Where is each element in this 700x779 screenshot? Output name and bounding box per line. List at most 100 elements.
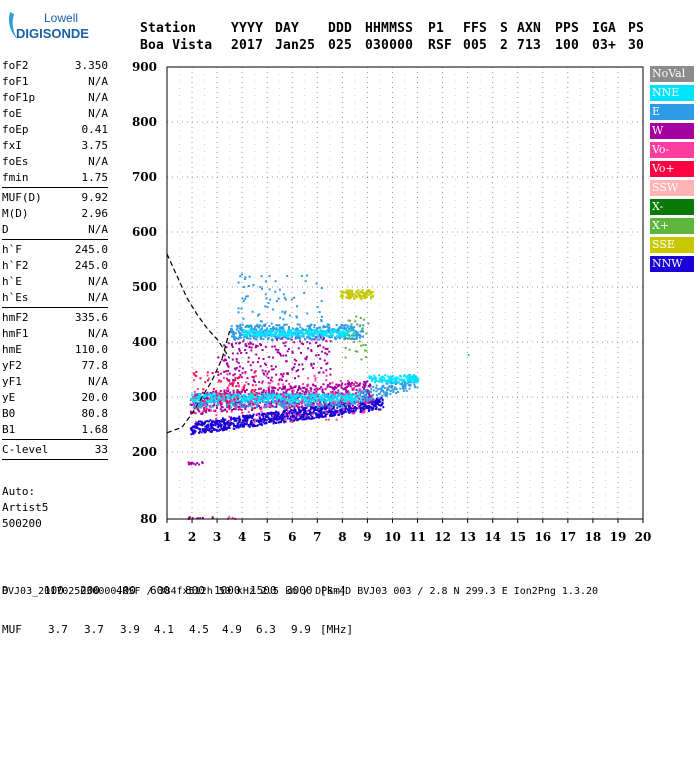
scatter-point-nne [386, 379, 389, 382]
scatter-point-w [284, 387, 286, 390]
header-label: DAY [275, 21, 300, 36]
param-label: B1 [2, 423, 16, 436]
scatter-point-w [313, 338, 316, 341]
scatter-point-nnw [252, 425, 255, 427]
scatter-point-e [276, 324, 279, 327]
scatter-point-e [362, 324, 365, 327]
scatter-point-nne [294, 334, 297, 337]
scatter-point-nnw [281, 415, 284, 418]
scatter-point-nnw [252, 419, 255, 421]
scatter-point-e [278, 329, 281, 332]
scatter-point-nne [369, 375, 372, 378]
scatter-point-w [217, 356, 220, 359]
scatter-point-e [327, 335, 330, 338]
scatter-point-e [234, 332, 237, 335]
scatter-point-e [350, 323, 353, 326]
muf-row-label: MUF [2, 623, 22, 636]
scatter-point-nnw [368, 409, 371, 412]
scatter-point-nne [277, 397, 280, 400]
scatter-point-nnw [378, 401, 381, 403]
scatter-point-nne [276, 398, 279, 401]
param-value: N/A [88, 275, 108, 288]
scatter-point-nne [271, 399, 274, 401]
scatter-point-e [200, 400, 202, 403]
scatter-point-nnw [265, 415, 267, 418]
scatter-point-nne [256, 334, 258, 337]
scatter-point-w [190, 404, 193, 406]
scatter-point-e [302, 335, 305, 338]
scatter-point-vo-minus [265, 375, 268, 378]
scatter-point-x-plus [361, 327, 364, 330]
scatter-point-e [252, 284, 255, 287]
scatter-point-w [203, 408, 206, 411]
scatter-point-nnw [307, 409, 310, 412]
scatter-point-w [282, 399, 285, 402]
scatter-point-nne [388, 381, 391, 384]
scatter-point-w [260, 344, 262, 346]
scatter-point-e [278, 288, 281, 291]
scatter-point-e [259, 328, 262, 331]
scatter-point-e [261, 287, 263, 290]
param-row: h`Es N/A [2, 290, 108, 306]
scatter-point-e [309, 393, 312, 396]
scatter-point-vo-plus [228, 380, 231, 383]
scatter-point-vo-minus [259, 415, 261, 417]
scatter-point-nne [193, 397, 196, 400]
scatter-point-nne [315, 329, 318, 332]
scatter-point-e [271, 330, 274, 333]
scatter-point-e [260, 275, 263, 278]
scatter-point-nne [281, 398, 284, 401]
scatter-point-nnw [267, 418, 270, 420]
scatter-point-e [306, 312, 309, 315]
scatter-point-nnw [269, 417, 271, 420]
scatter-point-vo-minus [310, 390, 312, 393]
scatter-point-e [265, 403, 268, 406]
header-label: Station [140, 21, 197, 36]
scatter-point-e [308, 337, 311, 340]
scatter-point-nne [262, 399, 265, 401]
scatter-point-w [275, 402, 278, 405]
scatter-point-sse [341, 290, 344, 293]
scatter-point-x-plus [343, 335, 346, 338]
scatter-point-e [341, 406, 344, 409]
scatter-point-x-plus [364, 344, 367, 347]
scatter-point-nnw [221, 417, 224, 420]
scatter-point-nne [261, 334, 264, 337]
scatter-point-e [282, 406, 285, 409]
scatter-point-nnw [339, 404, 342, 407]
scatter-point-nnw [295, 415, 298, 417]
polarization-legend: NoVal NNE E W Vo- Vo+ SSW X- X+ SSE NNW [650, 66, 694, 275]
scatter-point-sse [339, 290, 342, 293]
scatter-point-vo-minus [283, 400, 286, 403]
autoscaling-info: Auto: Artist5 500200 [2, 484, 48, 532]
scatter-point-e [248, 275, 251, 278]
scatter-point-e [287, 338, 289, 340]
scatter-point-vo-plus [215, 390, 218, 393]
scatter-point-nnw [305, 418, 307, 421]
y-tick-label: 500 [132, 280, 157, 294]
scatter-point-e [289, 314, 292, 317]
scatter-point-w [282, 342, 285, 345]
scatter-point-nne [236, 399, 239, 402]
scatter-point-e [303, 401, 306, 404]
scatter-point-e [335, 331, 338, 334]
scatter-point-sse [363, 296, 366, 299]
scatter-point-e [294, 398, 297, 401]
scatter-point-e [369, 396, 372, 399]
param-value: N/A [88, 327, 108, 340]
scatter-point-vo-minus [292, 393, 295, 396]
scatter-point-vo-minus [254, 384, 257, 387]
scatter-point-w [285, 354, 288, 357]
scatter-point-vo-minus [356, 404, 359, 407]
scatter-point-e [356, 331, 359, 334]
scatter-point-x-plus [354, 320, 357, 323]
scatter-point-w [228, 379, 231, 382]
scatter-point-nne [350, 397, 353, 400]
scatter-point-e [244, 276, 247, 279]
scatter-point-e [361, 335, 364, 338]
scatter-point-w [223, 344, 226, 347]
scatter-point-nne [374, 381, 376, 384]
scatter-point-nne [210, 395, 212, 398]
scatter-point-w [215, 397, 218, 400]
scatter-point-w [301, 386, 304, 389]
